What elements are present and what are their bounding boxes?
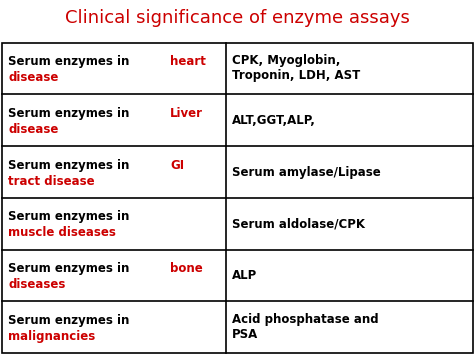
Text: Serum amylase/Lipase: Serum amylase/Lipase (232, 165, 380, 179)
Text: diseases: diseases (8, 278, 65, 291)
Text: Serum enzymes in: Serum enzymes in (8, 211, 129, 223)
Text: Serum enzymes in: Serum enzymes in (8, 314, 129, 327)
Text: Serum enzymes in: Serum enzymes in (8, 262, 134, 275)
Text: bone: bone (170, 262, 203, 275)
Text: Acid phosphatase and
PSA: Acid phosphatase and PSA (232, 313, 378, 342)
Text: Serum enzymes in: Serum enzymes in (8, 107, 134, 120)
Text: heart: heart (170, 55, 206, 68)
Text: disease: disease (8, 71, 58, 84)
Text: Liver: Liver (170, 107, 203, 120)
Bar (2, 43, 473, 353)
Text: Serum enzymes in: Serum enzymes in (8, 55, 134, 68)
Text: Clinical significance of enzyme assays: Clinical significance of enzyme assays (64, 9, 410, 27)
Text: muscle diseases: muscle diseases (8, 226, 116, 239)
Text: GI: GI (170, 159, 184, 172)
Text: Serum enzymes in: Serum enzymes in (8, 159, 134, 172)
Text: tract disease: tract disease (8, 175, 95, 188)
Text: ALT,GGT,ALP,: ALT,GGT,ALP, (232, 114, 316, 127)
Text: malignancies: malignancies (8, 330, 95, 343)
Text: Serum aldolase/CPK: Serum aldolase/CPK (232, 217, 365, 230)
Text: CPK, Myoglobin,
Troponin, LDH, AST: CPK, Myoglobin, Troponin, LDH, AST (232, 54, 360, 82)
Text: ALP: ALP (232, 269, 257, 282)
Text: disease: disease (8, 123, 58, 136)
